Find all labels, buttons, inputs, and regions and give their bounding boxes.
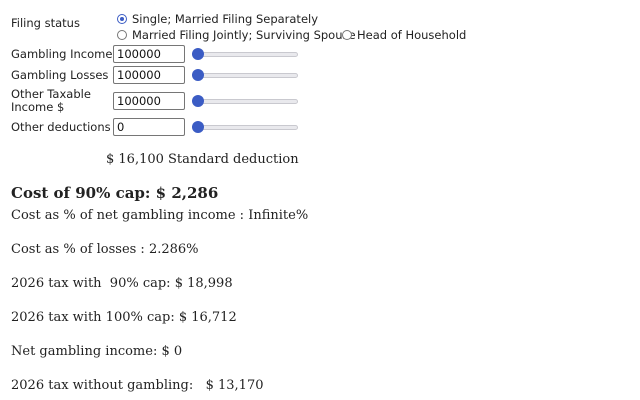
other-taxable-income-label: Other Taxable Income $: [11, 88, 91, 114]
slider-track: [192, 99, 298, 104]
filing-status-label: Filing status: [11, 16, 80, 30]
slider-thumb[interactable]: [192, 69, 204, 81]
gambling-income-input[interactable]: 100000: [113, 45, 185, 63]
radio-married-jointly[interactable]: Married Filing Jointly; Surviving Spouse: [117, 28, 356, 42]
other-deductions-input[interactable]: 0: [113, 118, 185, 136]
tax-100-cap-text: 2026 tax with 100% cap: $ 16,712: [11, 310, 237, 325]
slider-track: [192, 52, 298, 57]
slider-thumb[interactable]: [192, 121, 204, 133]
slider-thumb[interactable]: [192, 95, 204, 107]
cost-90-cap-heading: Cost of 90% cap: $ 2,286: [11, 184, 219, 202]
radio-single[interactable]: Single; Married Filing Separately: [117, 12, 318, 26]
radio-married-jointly-button[interactable]: [117, 30, 127, 40]
radio-married-jointly-label: Married Filing Jointly; Surviving Spouse: [132, 28, 356, 42]
other-deductions-label: Other deductions $: [11, 120, 122, 134]
gambling-losses-input[interactable]: 100000: [113, 66, 185, 84]
other-taxable-income-input[interactable]: 100000: [113, 92, 185, 110]
slider-thumb[interactable]: [192, 48, 204, 60]
slider-track: [192, 125, 298, 130]
radio-head-of-household-label: Head of Household: [357, 28, 467, 42]
radio-single-label: Single; Married Filing Separately: [132, 12, 319, 26]
tax-without-gambling-text: 2026 tax without gambling: $ 13,170: [11, 378, 264, 393]
slider-track: [192, 73, 298, 78]
other-taxable-income-label-line1: Other Taxable: [11, 87, 91, 101]
net-gambling-income-text: Net gambling income: $ 0: [11, 344, 183, 359]
standard-deduction-text: $ 16,100 Standard deduction: [106, 152, 299, 167]
other-deductions-slider[interactable]: [192, 121, 298, 133]
gambling-losses-label: Gambling Losses $: [11, 68, 120, 82]
other-taxable-income-label-line2: Income $: [11, 100, 65, 114]
radio-head-of-household-button[interactable]: [342, 30, 352, 40]
gambling-income-label: Gambling Income $: [11, 47, 124, 61]
gambling-income-slider[interactable]: [192, 48, 298, 60]
radio-single-button[interactable]: [117, 14, 127, 24]
cost-pct-losses-text: Cost as % of losses : 2.286%: [11, 242, 199, 257]
other-taxable-income-slider[interactable]: [192, 95, 298, 107]
gambling-losses-slider[interactable]: [192, 69, 298, 81]
tax-90-cap-text: 2026 tax with 90% cap: $ 18,998: [11, 276, 233, 291]
radio-head-of-household[interactable]: Head of Household: [342, 28, 466, 42]
cost-pct-net-gambling-text: Cost as % of net gambling income : Infin…: [11, 208, 309, 223]
